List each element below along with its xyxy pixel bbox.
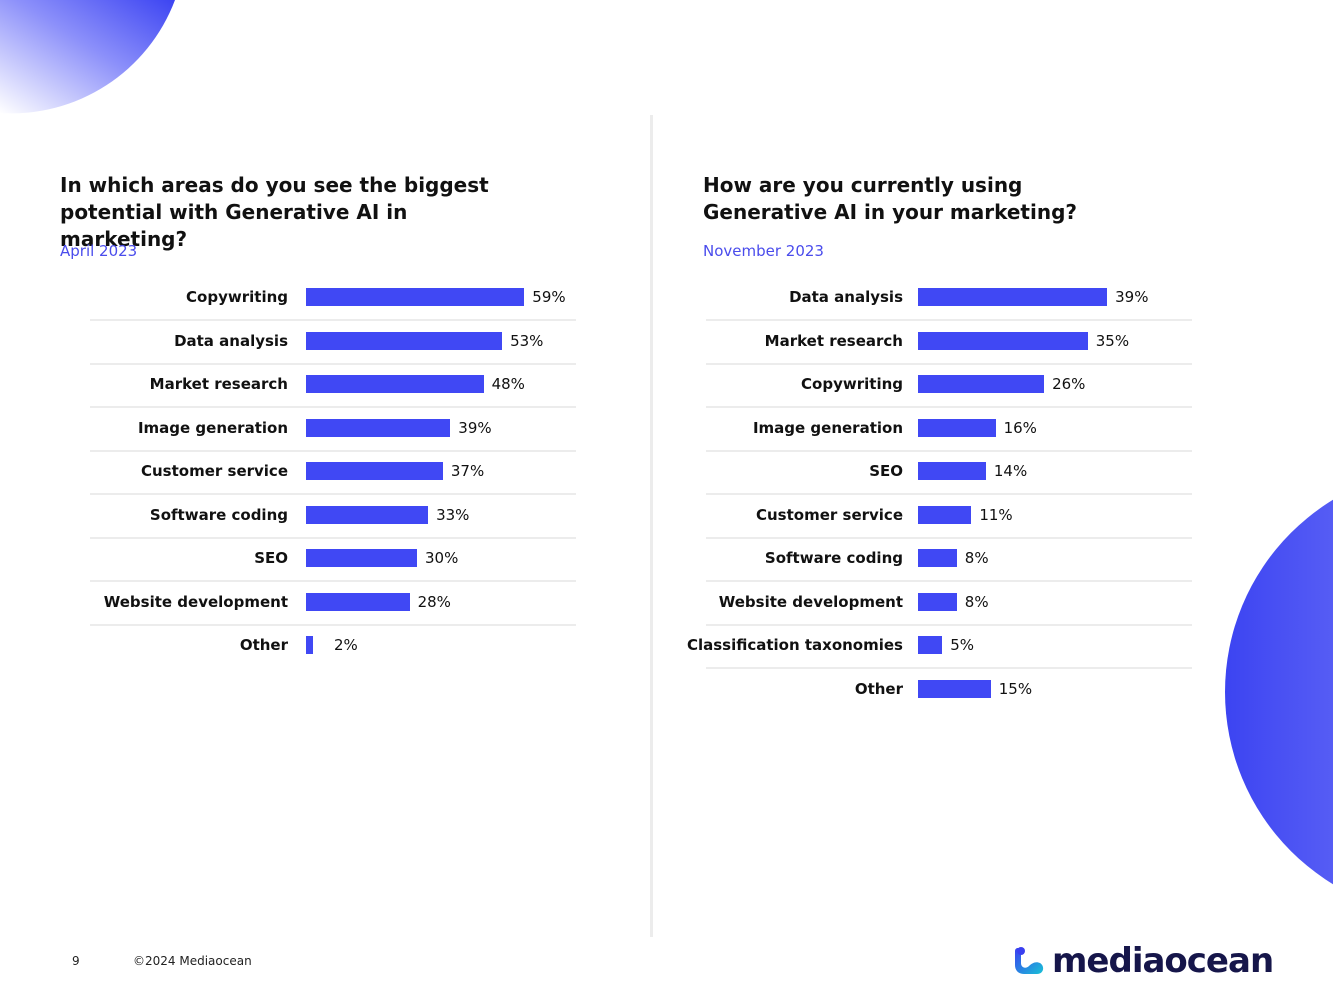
- value-label: 39%: [458, 418, 492, 437]
- bar: [918, 636, 943, 654]
- row-separator: [90, 406, 576, 408]
- row-separator: [706, 536, 1192, 539]
- value-label: 5%: [950, 636, 975, 654]
- category-label: Website development: [103, 592, 288, 611]
- chart-title-line-2: Generative AI in your marketing?: [703, 200, 1078, 224]
- category-label: Data analysis: [174, 331, 288, 350]
- row-separator: [706, 449, 1192, 452]
- chart-title: How are you currently using Generative A…: [703, 172, 1173, 226]
- value-label: 2%: [334, 636, 358, 654]
- row-separator: [90, 319, 576, 321]
- category-label: Software coding: [764, 549, 903, 567]
- category-label: Website development: [718, 592, 903, 611]
- bar: [306, 375, 484, 393]
- row-separator: [90, 449, 576, 452]
- bar: [918, 331, 1088, 350]
- chart-panel-november-2023: How are you currently using Generative A…: [653, 0, 1333, 940]
- bar: [918, 418, 996, 437]
- row-separator: [90, 536, 576, 539]
- category-label: Market research: [149, 375, 288, 393]
- category-label: SEO: [869, 462, 903, 480]
- category-label: Other: [239, 636, 288, 654]
- category-label: Data analysis: [789, 288, 903, 306]
- bar: [306, 331, 503, 350]
- bar: [918, 679, 991, 698]
- panel-divider: [650, 115, 653, 937]
- row-separator: [90, 580, 576, 582]
- category-label: SEO: [254, 549, 288, 567]
- row-separator: [90, 362, 576, 365]
- bar: [306, 549, 417, 567]
- bar: [306, 462, 443, 480]
- value-label: 30%: [425, 549, 459, 567]
- mediaocean-wordmark: mediaocean: [1052, 941, 1274, 981]
- bar: [306, 505, 429, 524]
- chart-title-line-1: In which areas do you see the biggest: [60, 173, 489, 197]
- chart-subtitle: April 2023: [60, 242, 138, 260]
- bar: [918, 462, 986, 480]
- bar-chart: Copywriting 59% Data analysis 53% Market res…: [0, 0, 650, 940]
- value-label: 15%: [998, 679, 1033, 698]
- value-label: 33%: [436, 505, 470, 524]
- bar-chart: Data analysis 39% Market research 35% Copywr…: [653, 0, 1333, 940]
- mediaocean-logo-mark: [1015, 947, 1044, 974]
- bar: [918, 288, 1108, 306]
- value-label: 59%: [532, 288, 566, 306]
- row-separator: [706, 493, 1192, 495]
- category-label: Copywriting: [186, 288, 288, 306]
- bar: [918, 505, 972, 524]
- value-label: 48%: [491, 375, 525, 393]
- corner-decoration-top-left: [0, 0, 175, 114]
- row-separator: [706, 362, 1192, 365]
- bar: [918, 375, 1045, 393]
- value-label: 11%: [979, 505, 1013, 524]
- row-separator: [706, 580, 1192, 582]
- category-label: Customer service: [141, 462, 288, 480]
- value-label: 28%: [417, 592, 451, 611]
- category-label: Other: [854, 679, 903, 698]
- value-label: 37%: [450, 462, 485, 480]
- bar: [918, 592, 957, 611]
- value-label: 16%: [1003, 418, 1037, 437]
- chart-panel-april-2023: In which areas do you see the biggest po…: [0, 0, 650, 940]
- row-separator: [90, 623, 576, 626]
- row-separator: [90, 493, 576, 495]
- category-label: Image generation: [752, 418, 903, 437]
- category-label: Customer service: [756, 505, 903, 524]
- chart-title-line-2: potential with Generative AI in marketin…: [60, 200, 408, 251]
- bar: [306, 592, 410, 611]
- corner-decoration-right: [1225, 499, 1333, 885]
- value-label: 53%: [510, 331, 544, 350]
- mediaocean-logo: mediaocean: [1012, 940, 1282, 984]
- bar: [306, 418, 451, 437]
- category-label: Image generation: [137, 418, 288, 437]
- row-separator: [706, 406, 1192, 408]
- value-label: 8%: [964, 549, 989, 567]
- value-label: 26%: [1052, 375, 1086, 393]
- copyright-text: ©2024 Mediaocean: [133, 954, 252, 968]
- category-label: Software coding: [149, 505, 288, 524]
- bar: [306, 636, 314, 654]
- row-separator: [706, 667, 1192, 669]
- value-label: 35%: [1095, 331, 1130, 350]
- category-label: Copywriting: [801, 375, 903, 393]
- value-label: 14%: [993, 462, 1028, 480]
- category-label: Market research: [764, 331, 903, 350]
- chart-title: In which areas do you see the biggest po…: [60, 172, 530, 253]
- chart-title-line-1: How are you currently using: [703, 173, 1023, 197]
- bar: [918, 549, 957, 567]
- page-number: 9: [72, 954, 80, 968]
- chart-subtitle: November 2023: [703, 242, 824, 260]
- value-label: 39%: [1115, 288, 1149, 306]
- row-separator: [706, 623, 1192, 626]
- value-label: 8%: [964, 592, 989, 611]
- bar: [306, 288, 525, 306]
- row-separator: [706, 319, 1192, 321]
- category-label: Classification taxonomies: [686, 636, 903, 654]
